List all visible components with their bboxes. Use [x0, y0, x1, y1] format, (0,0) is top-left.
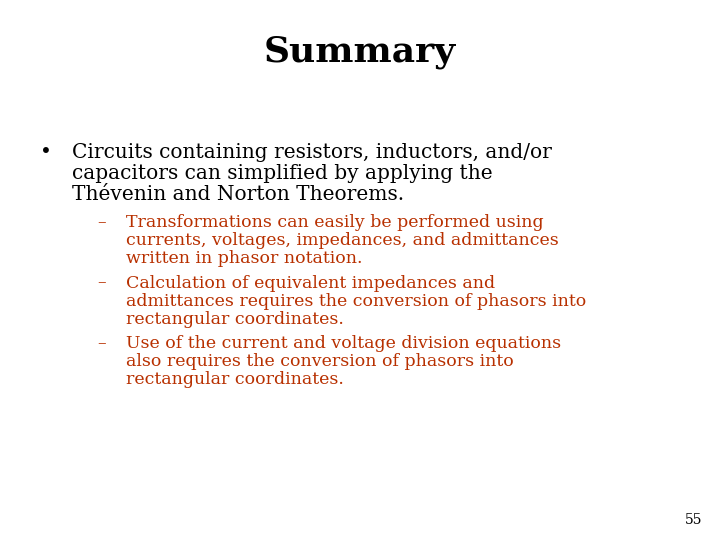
Text: Calculation of equivalent impedances and: Calculation of equivalent impedances and [126, 274, 495, 292]
Text: –: – [97, 214, 106, 231]
Text: also requires the conversion of phasors into: also requires the conversion of phasors … [126, 353, 514, 370]
Text: Thévenin and Norton Theorems.: Thévenin and Norton Theorems. [72, 185, 404, 204]
Text: currents, voltages, impedances, and admittances: currents, voltages, impedances, and admi… [126, 232, 559, 249]
Text: 55: 55 [685, 512, 702, 526]
Text: written in phasor notation.: written in phasor notation. [126, 251, 362, 267]
Text: rectangular coordinates.: rectangular coordinates. [126, 371, 344, 388]
Text: Summary: Summary [264, 35, 456, 69]
Text: rectangular coordinates.: rectangular coordinates. [126, 311, 344, 328]
Text: –: – [97, 335, 106, 352]
Text: capacitors can simplified by applying the: capacitors can simplified by applying th… [72, 164, 492, 183]
Text: Use of the current and voltage division equations: Use of the current and voltage division … [126, 335, 561, 352]
Text: Circuits containing resistors, inductors, and/or: Circuits containing resistors, inductors… [72, 143, 552, 162]
Text: admittances requires the conversion of phasors into: admittances requires the conversion of p… [126, 293, 586, 309]
Text: •: • [40, 143, 51, 162]
Text: –: – [97, 274, 106, 292]
Text: Transformations can easily be performed using: Transformations can easily be performed … [126, 214, 544, 231]
